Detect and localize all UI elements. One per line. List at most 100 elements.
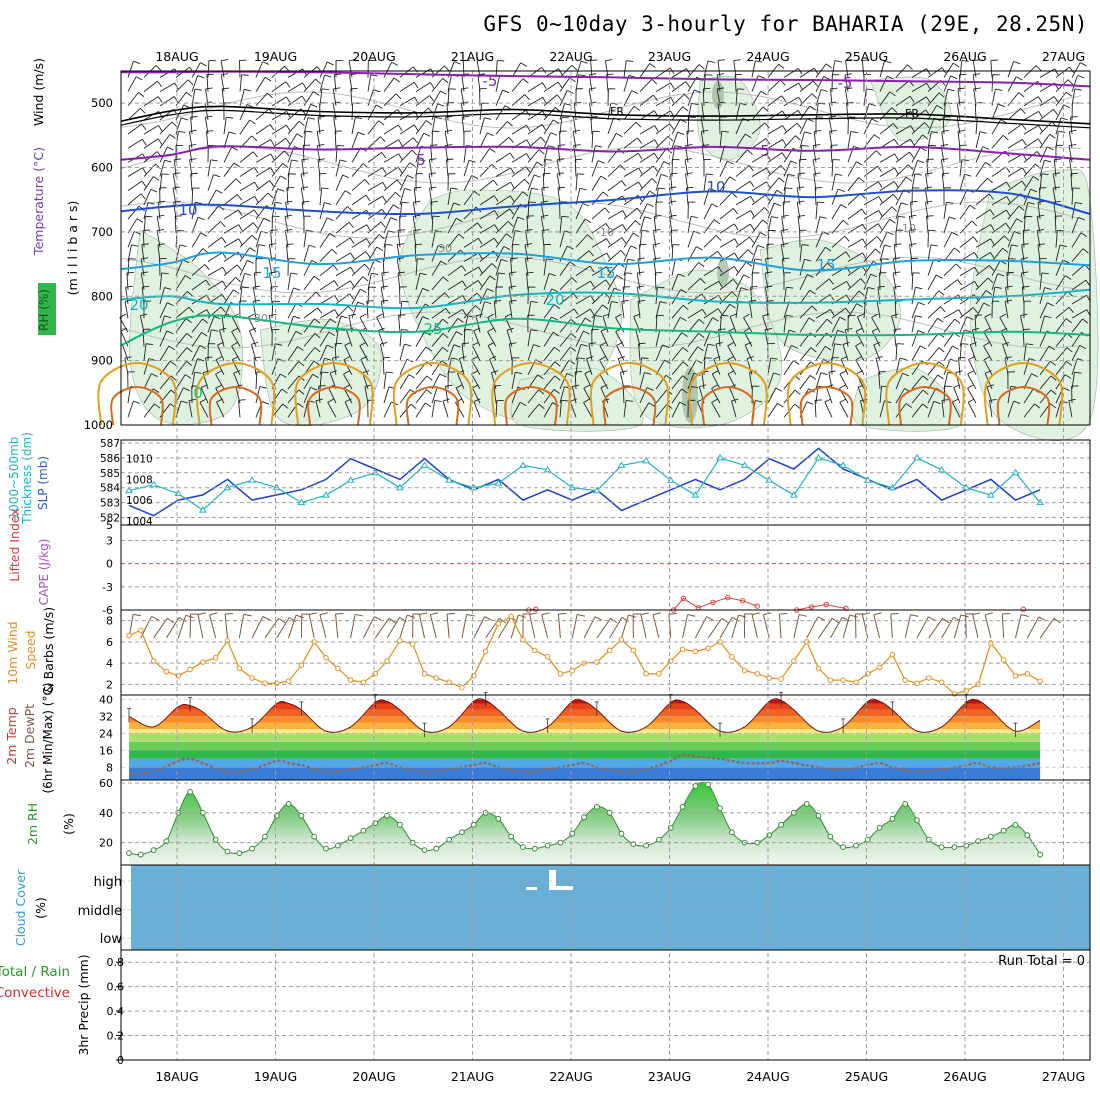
wind-barb	[783, 345, 792, 361]
wind-barb-10m	[350, 614, 356, 639]
wind-barb-flag	[1050, 389, 1057, 395]
wind-barb-flag	[442, 346, 449, 352]
rh-axis-label: RH (%)	[37, 289, 51, 331]
wind-barb	[239, 166, 255, 177]
wind-barb	[479, 132, 488, 149]
wind-barb-flag	[489, 275, 496, 281]
wind-barb-flag	[583, 398, 590, 403]
wind-barb	[815, 309, 831, 319]
rh-tick-label: 20	[99, 837, 113, 850]
wind-barb-flag	[321, 187, 329, 190]
wind-barb-flag	[988, 193, 994, 200]
wind-speed-point	[988, 640, 994, 646]
wind-barb	[559, 77, 571, 92]
wind-barb-flag	[393, 77, 400, 83]
wind-barb	[559, 400, 562, 418]
wind-barb	[1054, 216, 1057, 234]
wind-barb-flag	[651, 79, 658, 85]
wind-barb	[991, 181, 1007, 192]
wind-barb	[315, 400, 321, 418]
wind-barb-flag	[215, 384, 222, 389]
wind-barb	[191, 332, 202, 347]
wind-barb-flag	[166, 330, 174, 335]
rh-point	[323, 845, 329, 852]
wind-barb	[895, 164, 909, 177]
wind-barb	[1007, 218, 1018, 234]
wind-barb	[607, 301, 612, 319]
contour-label: -10	[596, 226, 614, 239]
wind-barb-10m-flag	[849, 614, 858, 618]
wind-barb-10m-flag	[185, 614, 194, 619]
wind-barb-flag	[957, 130, 965, 132]
wind-speed-point	[433, 675, 440, 681]
wind-barb	[799, 131, 805, 149]
wind-barb-flag	[491, 263, 498, 269]
thickness-point	[986, 491, 995, 498]
wind-barb	[830, 145, 833, 163]
wind-barb-flag	[259, 386, 267, 389]
wind-barb-flag	[926, 96, 931, 104]
wind-barb-flag	[658, 187, 666, 190]
wind-barb-flag	[637, 257, 645, 260]
value-tick-label: 0.2	[107, 1030, 125, 1043]
wind-barb-flag	[984, 313, 992, 318]
wind-barb	[447, 331, 457, 347]
wind-barb-flag	[909, 243, 917, 246]
wind-barb-flag	[1065, 318, 1072, 324]
wind-barb-flag	[188, 398, 196, 401]
wind-barb-10m-flag	[1020, 614, 1029, 617]
wind-barb	[799, 289, 811, 305]
wind-barb	[215, 388, 225, 404]
wind-barb	[719, 160, 728, 177]
wind-barb	[383, 230, 389, 248]
wind-barb	[1039, 160, 1045, 177]
wind-barb	[495, 195, 511, 206]
wind-barb	[703, 219, 715, 234]
wind-barb	[415, 107, 429, 121]
wind-barb	[190, 173, 193, 191]
wind-barb-flag	[310, 386, 318, 391]
wind-barb-flag	[606, 238, 611, 245]
wind-barb-flag	[364, 263, 370, 270]
thickness-tick-label: 586	[100, 453, 120, 465]
wind-barb-flag	[503, 245, 511, 250]
wind-barb-flag	[957, 279, 963, 286]
wind-barb	[495, 400, 498, 418]
wind-barb-flag	[237, 209, 243, 217]
wind-barb-flag	[755, 400, 763, 403]
wind-barb	[463, 160, 470, 177]
wind-barb	[399, 374, 410, 390]
wind-barb-flag	[898, 215, 906, 218]
wind-barb-flag	[570, 318, 577, 325]
wind-barb	[783, 360, 794, 376]
wind-barb-flag	[717, 59, 725, 62]
wind-barb-10m-flag	[763, 612, 772, 616]
rh-point	[938, 844, 945, 851]
wind-barb	[335, 145, 338, 163]
wind-barb-flag	[809, 289, 816, 295]
wind-barb-flag	[637, 271, 645, 274]
wind-barb	[943, 75, 952, 92]
wind-barb-flag	[220, 221, 226, 228]
wind-barb-flag	[533, 344, 541, 348]
wind-barb	[879, 181, 895, 192]
wind-barb	[399, 66, 414, 78]
wind-barb	[655, 123, 670, 135]
wind-barb	[842, 344, 849, 361]
wind-barb	[287, 389, 300, 404]
wind-barb-flag	[884, 60, 892, 64]
wind-barb-flag	[948, 216, 956, 220]
wind-barb-flag	[685, 144, 693, 147]
rh-point	[643, 842, 650, 849]
wind-barb	[1055, 333, 1068, 347]
wind-barb-flag	[164, 159, 172, 163]
wind-barb-flag	[200, 62, 207, 67]
wind-barb	[599, 359, 609, 376]
wind-barb	[334, 131, 337, 149]
wind-barb	[239, 209, 255, 220]
wind-barb-flag	[158, 125, 163, 132]
wind-barb-flag	[213, 315, 221, 320]
cloud-axis-label: Cloud Cover	[13, 869, 28, 946]
wind-barb-flag	[504, 313, 512, 318]
